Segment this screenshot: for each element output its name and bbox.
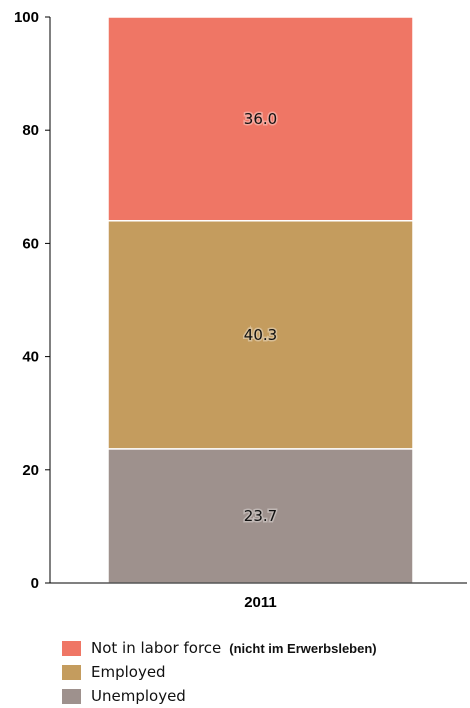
legend-item-not-in-labor-force: Not in labor force (nicht im Erwerbslebe… [62,636,377,660]
y-tick-label-20: 20 [22,462,39,479]
y-tick-label-100: 100 [14,9,39,26]
x-category-label-2011: 2011 [244,594,277,611]
legend-label-not-in-labor-force: Not in labor force [91,639,222,657]
y-tick-label-40: 40 [22,349,39,366]
bar-segments [107,16,414,584]
legend-label-unemployed: Unemployed [91,687,186,705]
x-axis-categories: 2011 [244,594,277,611]
y-tick-label-0: 0 [31,575,39,592]
legend-item-employed: Employed [62,660,377,684]
legend-label-employed: Employed [91,663,166,681]
y-tick-label-60: 60 [22,235,39,252]
bar-segment-not-in-labor-force [107,16,414,222]
legend-swatch-not-in-labor-force [62,640,81,656]
bar-segment-unemployed [107,448,414,584]
legend-swatch-employed [62,664,81,680]
data-label-unemployed: 23.7 [244,507,277,525]
data-label-not-in-labor-force: 36.0 [244,110,277,128]
bar-segment-employed [107,220,414,450]
legend-note-not-in-labor-force: (nicht im Erwerbsleben) [229,640,377,656]
data-labels: 23.7 40.3 36.0 [242,108,278,526]
y-axis-ticks: 0 20 40 60 80 100 [14,9,50,592]
legend-item-unemployed: Unemployed [62,684,377,708]
y-tick-label-80: 80 [22,122,39,139]
legend-swatch-unemployed [62,688,81,704]
stacked-bar-chart: 0 20 40 60 80 100 2011 23.7 40.3 36.0 [14,9,467,611]
data-label-employed: 40.3 [244,326,277,344]
legend: Not in labor force (nicht im Erwerbslebe… [62,636,377,708]
